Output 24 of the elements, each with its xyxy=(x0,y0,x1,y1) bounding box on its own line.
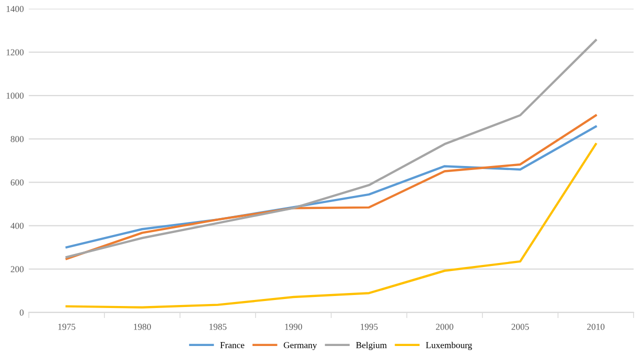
x-tick-label: 1980 xyxy=(134,324,151,330)
x-tick-label: 2010 xyxy=(587,324,604,330)
x-tick-label: 1995 xyxy=(360,324,378,330)
y-tick-label: 800 xyxy=(10,136,24,142)
x-tick-label: 1990 xyxy=(285,324,302,330)
legend-label: Luxembourg xyxy=(426,342,472,350)
y-tick-label: 0 xyxy=(20,310,24,316)
legend-label: Germany xyxy=(284,342,317,350)
legend-label: Belgium xyxy=(356,342,387,350)
y-tick-label: 600 xyxy=(10,179,24,186)
y-tick-label: 200 xyxy=(10,266,24,272)
y-tick-label: 1000 xyxy=(6,92,24,99)
x-tick-label: 1975 xyxy=(58,324,76,330)
x-tick-label: 2005 xyxy=(512,324,529,330)
line-series xyxy=(65,142,597,309)
legend-label: France xyxy=(220,342,244,348)
y-tick-label: 1200 xyxy=(6,49,24,56)
line-series xyxy=(65,125,597,248)
x-tick-label: 2000 xyxy=(436,324,454,330)
line-series xyxy=(65,114,597,260)
y-tick-label: 400 xyxy=(10,222,24,229)
line-series xyxy=(65,39,597,258)
y-tick-label: 1400 xyxy=(6,6,24,12)
x-tick-label: 1985 xyxy=(210,324,226,330)
